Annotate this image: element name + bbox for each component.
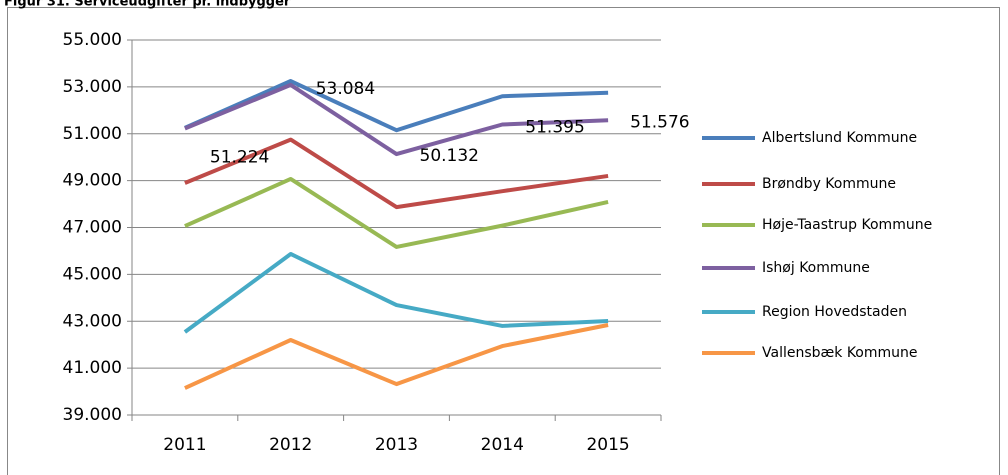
y-tick-label: 47.000 bbox=[63, 218, 122, 238]
y-tick-label: 53.000 bbox=[63, 77, 122, 97]
y-tick-label: 49.000 bbox=[63, 171, 122, 191]
legend-label: Region Hovedstaden bbox=[762, 304, 907, 320]
x-tick-label: 2015 bbox=[586, 435, 629, 455]
legend-label: Albertslund Kommune bbox=[762, 130, 917, 146]
y-tick-label: 39.000 bbox=[63, 405, 122, 425]
y-tick-label: 55.000 bbox=[63, 30, 122, 50]
series-line bbox=[184, 323, 609, 390]
data-label: 51.395 bbox=[525, 117, 584, 137]
chart-frame bbox=[7, 7, 1000, 475]
legend-label: Ishøj Kommune bbox=[762, 260, 870, 276]
data-label: 53.084 bbox=[316, 79, 375, 99]
data-label: 51.576 bbox=[630, 112, 689, 132]
y-tick-label: 43.000 bbox=[63, 311, 122, 331]
series-line bbox=[184, 82, 609, 157]
legend-label: Høje-Taastrup Kommune bbox=[762, 217, 932, 233]
y-tick-label: 51.000 bbox=[63, 124, 122, 144]
series-line bbox=[184, 137, 609, 210]
series-line bbox=[184, 176, 609, 249]
x-tick-label: 2011 bbox=[163, 435, 206, 455]
series-line bbox=[183, 251, 609, 334]
x-tick-label: 2014 bbox=[481, 435, 524, 455]
series-line bbox=[184, 79, 609, 133]
x-tick-label: 2013 bbox=[375, 435, 418, 455]
data-label: 50.132 bbox=[420, 146, 479, 166]
data-label: 51.224 bbox=[210, 148, 269, 168]
y-tick-label: 45.000 bbox=[63, 264, 122, 284]
legend-label: Vallensbæk Kommune bbox=[762, 345, 918, 361]
y-tick-label: 41.000 bbox=[63, 358, 122, 378]
legend-label: Brøndby Kommune bbox=[762, 176, 896, 192]
chart-title: Figur 31. Serviceudgifter pr. indbygger bbox=[4, 0, 291, 10]
x-tick-label: 2012 bbox=[269, 435, 312, 455]
